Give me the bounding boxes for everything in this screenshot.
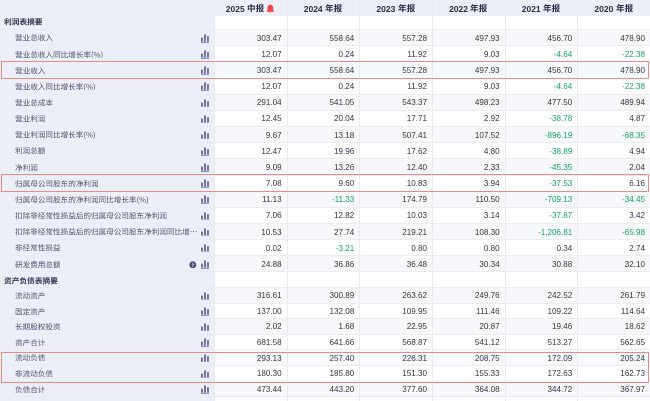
- svg-text:?: ?: [191, 262, 194, 268]
